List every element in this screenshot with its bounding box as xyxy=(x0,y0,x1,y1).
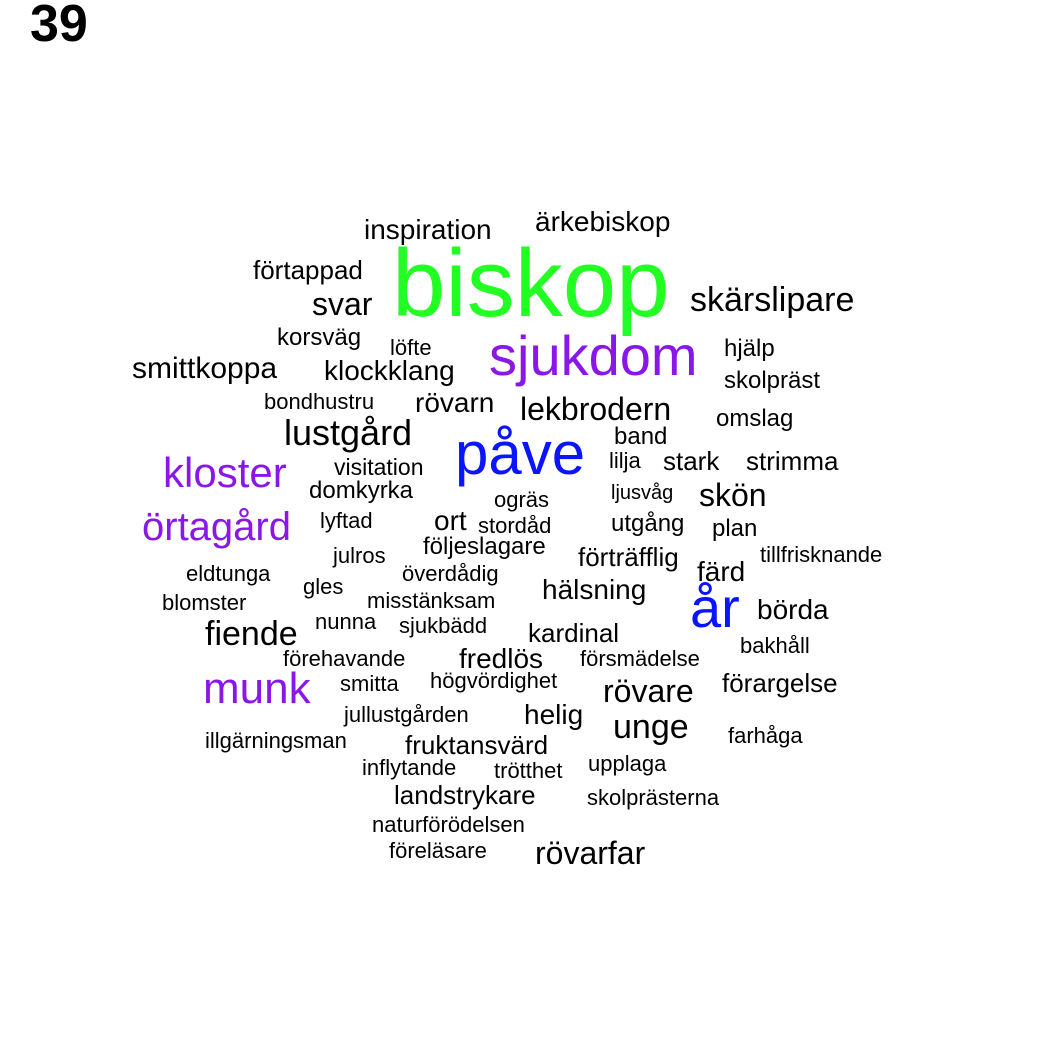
word-20: lekbrodern xyxy=(520,391,672,427)
word-4: kloster xyxy=(163,449,287,496)
word-73: föreläsare xyxy=(389,838,487,863)
word-6: munk xyxy=(203,664,311,713)
word-2: påve xyxy=(455,420,586,487)
word-57: smitta xyxy=(340,671,399,696)
word-74: rövarfar xyxy=(535,835,646,871)
word-31: skön xyxy=(699,477,767,513)
word-9: förtappad xyxy=(253,255,363,285)
word-13: löfte xyxy=(390,335,432,360)
word-68: trötthet xyxy=(494,758,563,783)
word-28: domkyrka xyxy=(309,477,414,504)
word-44: gles xyxy=(303,574,344,599)
word-59: rövare xyxy=(603,673,694,709)
word-65: fruktansvärd xyxy=(405,730,549,760)
word-27: strimma xyxy=(746,446,839,476)
word-42: överdådig xyxy=(402,561,499,586)
word-30: ljusvåg xyxy=(611,482,674,504)
word-62: helig xyxy=(524,699,584,730)
word-72: naturförödelsen xyxy=(372,812,525,837)
page-number: 39 xyxy=(30,0,88,53)
word-11: skärslipare xyxy=(690,281,855,319)
word-17: skolpräst xyxy=(724,367,821,394)
word-3: år xyxy=(690,576,740,639)
word-14: hjälp xyxy=(724,335,775,362)
word-26: stark xyxy=(663,446,720,476)
word-69: upplaga xyxy=(588,751,667,776)
word-56: försmädelse xyxy=(580,646,700,671)
word-7: inspiration xyxy=(364,214,492,245)
word-8: ärkebiskop xyxy=(535,206,671,237)
word-55: fredlös xyxy=(459,643,544,674)
word-23: band xyxy=(614,423,668,450)
word-37: julros xyxy=(333,543,386,568)
word-66: farhåga xyxy=(728,723,803,748)
word-5: örtagård xyxy=(142,505,291,549)
word-39: förträfflig xyxy=(578,542,679,572)
word-15: smittkoppa xyxy=(132,352,278,385)
word-54: förehavande xyxy=(283,646,406,671)
word-53: bakhåll xyxy=(740,633,810,658)
word-12: korsväg xyxy=(277,324,362,351)
word-32: lyftad xyxy=(320,508,373,533)
word-47: misstänksam xyxy=(367,588,496,613)
word-49: nunna xyxy=(315,609,377,634)
word-64: illgärningsman xyxy=(205,728,347,753)
word-67: inflytande xyxy=(362,755,457,780)
word-40: tillfrisknande xyxy=(760,542,883,567)
word-10: svar xyxy=(312,286,373,322)
word-35: utgång xyxy=(611,510,685,537)
word-45: hälsning xyxy=(542,574,647,605)
word-22: lustgård xyxy=(284,412,413,453)
word-33: ort xyxy=(434,505,467,536)
word-52: kardinal xyxy=(528,618,620,648)
word-46: blomster xyxy=(162,590,247,615)
word-24: visitation xyxy=(334,454,424,480)
word-25: lilja xyxy=(609,448,641,473)
word-36: plan xyxy=(712,515,758,542)
word-18: bondhustru xyxy=(264,389,375,414)
word-48: börda xyxy=(757,594,829,625)
word-1: sjukdom xyxy=(489,324,698,387)
word-63: unge xyxy=(613,708,689,746)
word-34: stordåd xyxy=(478,513,552,538)
word-70: landstrykare xyxy=(394,780,536,810)
word-21: omslag xyxy=(716,405,794,432)
word-61: jullustgården xyxy=(344,702,469,727)
word-50: fiende xyxy=(205,615,298,653)
word-43: färd xyxy=(697,556,746,587)
word-0: biskop xyxy=(392,230,670,337)
word-29: ogräs xyxy=(494,487,550,512)
word-58: högvördighet xyxy=(430,668,558,693)
word-41: eldtunga xyxy=(186,561,271,586)
word-71: skolprästerna xyxy=(587,785,720,810)
word-19: rövarn xyxy=(415,387,495,418)
word-38: följeslagare xyxy=(423,533,546,560)
word-51: sjukbädd xyxy=(399,613,488,638)
word-60: förargelse xyxy=(722,668,838,698)
word-16: klockklang xyxy=(324,355,455,386)
